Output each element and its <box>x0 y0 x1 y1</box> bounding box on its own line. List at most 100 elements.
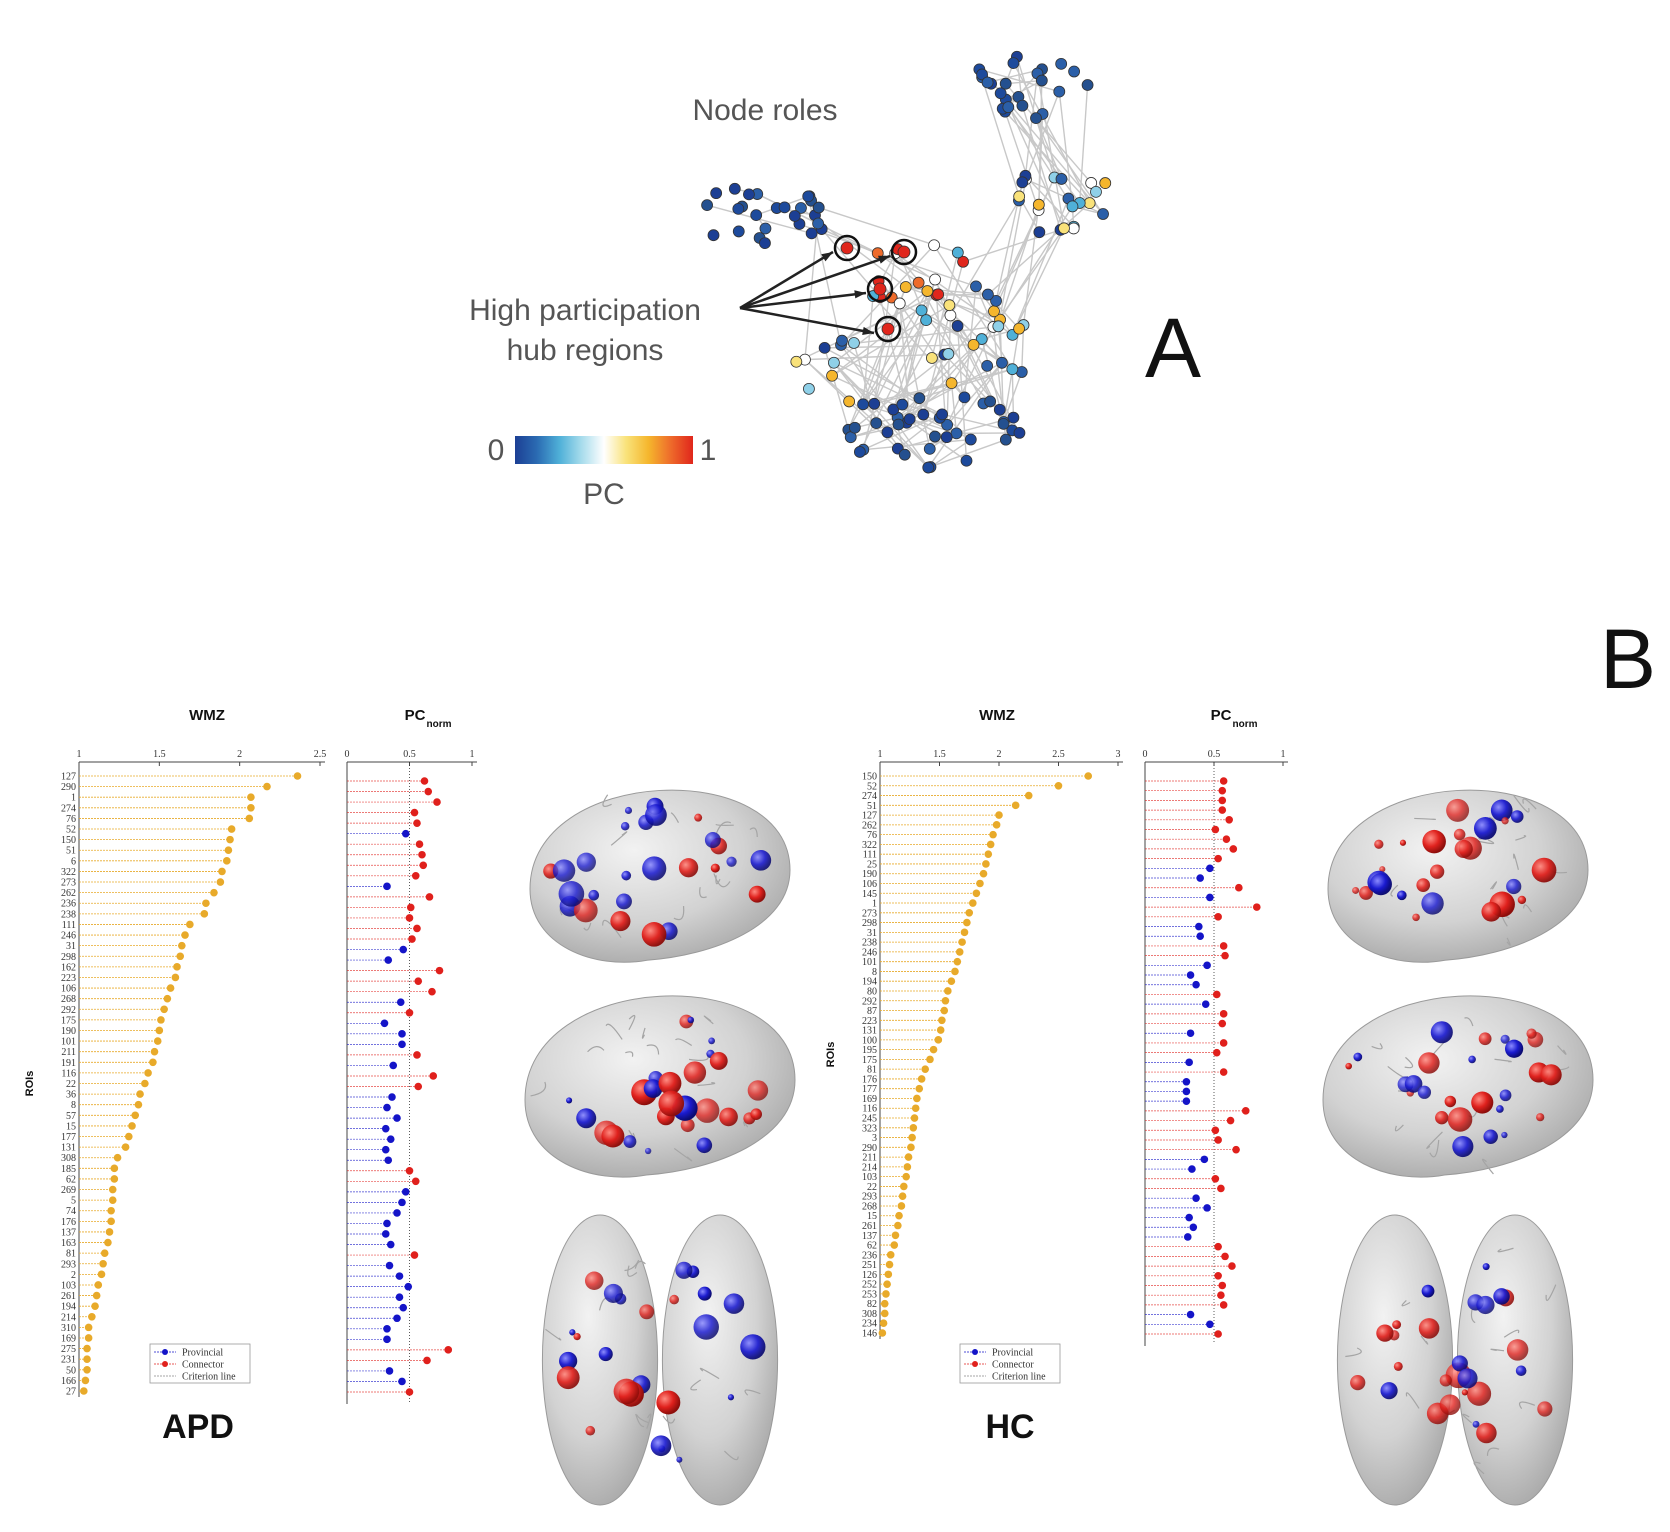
network-node <box>929 273 941 286</box>
connector-point <box>1211 1126 1220 1135</box>
brain-sulcus <box>1513 853 1520 870</box>
network-node <box>778 201 791 214</box>
connector-node-sphere <box>584 1271 604 1291</box>
network-node <box>701 199 713 212</box>
brain-sulcus <box>673 906 685 921</box>
connector-node-sphere <box>1422 829 1446 854</box>
connector-point <box>419 861 428 870</box>
provincial-point <box>1206 1320 1214 1329</box>
wmz-point <box>992 821 1001 829</box>
provincial-point <box>381 1124 390 1133</box>
network-node <box>940 431 953 444</box>
hub-ring <box>890 238 918 266</box>
brain-sulcus <box>635 1413 645 1428</box>
roi-label: 76 <box>66 814 76 825</box>
connector-node-sphere <box>750 1108 762 1120</box>
network-edge <box>950 383 958 434</box>
roi-label: 262 <box>862 820 877 831</box>
connector-node-sphere <box>1446 798 1470 822</box>
provincial-node-sphere <box>1510 810 1524 823</box>
roi-label: 162 <box>61 962 76 973</box>
network-node <box>1016 176 1029 189</box>
brain-sulcus <box>715 821 732 834</box>
connector-node-sphere <box>1461 1389 1468 1396</box>
wmz-point <box>153 1037 162 1045</box>
x-tick-label: 1 <box>1281 749 1286 760</box>
legend-connector-label: Connector <box>992 1360 1034 1371</box>
wmz-point <box>163 994 172 1003</box>
network-node <box>981 359 994 372</box>
provincial-point <box>398 1377 406 1386</box>
provincial-node-sphere <box>676 1456 683 1463</box>
connector-node-sphere <box>1350 1375 1366 1391</box>
network-edge <box>833 362 943 415</box>
network-edge <box>821 228 881 298</box>
roi-label: 293 <box>61 1259 76 1270</box>
provincial-point <box>1196 932 1204 941</box>
connector-point <box>1218 806 1227 814</box>
network-node <box>836 334 848 347</box>
roi-label: 194 <box>862 977 877 988</box>
provincial-point <box>1183 1233 1192 1241</box>
roi-label: 81 <box>867 1065 877 1076</box>
provincial-node-sphere <box>588 889 600 901</box>
roi-label: 1 <box>71 793 76 804</box>
connector-point <box>1214 913 1222 921</box>
connector-node-sphere <box>1392 1320 1402 1330</box>
network-node <box>1053 85 1066 98</box>
wmz-point <box>951 967 959 976</box>
roi-label: 62 <box>66 1174 76 1185</box>
brain-sulcus <box>1503 1329 1520 1338</box>
wmz-point <box>176 952 185 961</box>
connector-point <box>423 1356 431 1365</box>
wmz-point <box>929 1045 938 1054</box>
connector-node-sphere <box>1501 817 1509 825</box>
provincial-point <box>383 1219 391 1228</box>
provincial-point <box>395 1293 404 1301</box>
connector-point <box>1218 1019 1227 1028</box>
x-tick-label: 0.5 <box>1208 749 1221 760</box>
provincial-node-sphere <box>552 859 576 882</box>
provincial-point <box>398 1040 406 1049</box>
brain-sulcus <box>1462 1413 1473 1424</box>
connector-point <box>424 787 433 796</box>
connector-point <box>1212 1048 1221 1057</box>
brain-sulcus <box>1494 1058 1512 1063</box>
provincial-node-sphere <box>620 822 630 831</box>
brain-sulcus <box>646 1044 660 1055</box>
provincial-point <box>389 1061 398 1070</box>
wmz-point <box>909 1123 918 1132</box>
callout-arrowhead <box>878 255 890 264</box>
provincial-point <box>1200 1155 1209 1164</box>
network-node <box>732 202 745 215</box>
brain-sulcus <box>587 1046 605 1053</box>
network-node <box>826 369 838 382</box>
wmz-point <box>915 1084 924 1093</box>
roi-label: 236 <box>862 1250 877 1261</box>
brain-sulcus <box>1345 1347 1362 1358</box>
wmz-point <box>880 1309 889 1318</box>
network-edge <box>1005 99 1065 229</box>
provincial-node-sphere <box>616 893 632 910</box>
network-node <box>1055 173 1068 185</box>
connector-node-sphere <box>719 1107 738 1127</box>
roi-label: 195 <box>862 1045 877 1056</box>
callout-arrow <box>739 250 834 310</box>
network-node <box>899 281 912 293</box>
connector-node-sphere <box>1439 1394 1461 1416</box>
provincial-point <box>1182 1087 1191 1096</box>
roi-label: 292 <box>862 996 877 1007</box>
wmz-point <box>125 1132 133 1141</box>
brain-left-hemisphere <box>1336 1214 1454 1506</box>
roi-label: 3 <box>872 1133 877 1144</box>
brain-sulcus <box>625 1051 634 1057</box>
roi-label: 323 <box>862 1123 877 1134</box>
network-edge <box>921 309 1003 364</box>
network-edge <box>1024 73 1039 176</box>
connector-point <box>1214 854 1222 863</box>
wmz-point <box>247 804 255 812</box>
provincial-node-sphere <box>645 804 667 826</box>
network-node <box>1006 363 1019 376</box>
connector-point <box>1212 990 1221 999</box>
chart-title: PC <box>1211 707 1232 724</box>
